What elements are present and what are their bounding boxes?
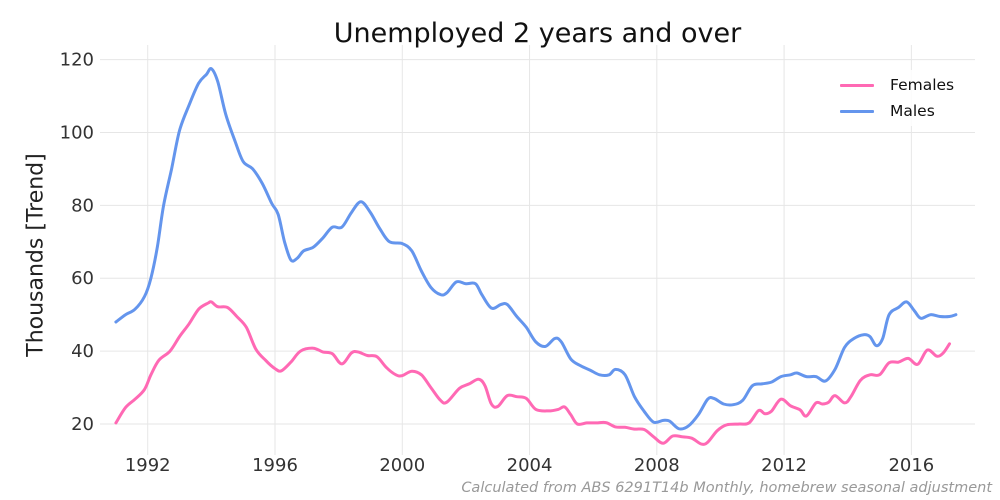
y-tick-label: 20 bbox=[71, 414, 94, 435]
x-tick-label: 2000 bbox=[379, 455, 425, 476]
y-axis-ticks: 20 40 60 80 100 120 bbox=[60, 50, 94, 435]
series-line-females bbox=[114, 300, 951, 446]
data-lines bbox=[114, 66, 958, 446]
grid-lines bbox=[100, 45, 975, 455]
x-axis-ticks: 1992 1996 2000 2004 2008 2012 2016 bbox=[125, 455, 934, 476]
legend-swatch-females bbox=[840, 83, 874, 87]
chart-title: Unemployed 2 years and over bbox=[333, 18, 742, 49]
y-tick-label: 100 bbox=[60, 122, 94, 143]
legend-item-males: Males bbox=[840, 98, 954, 124]
x-tick-label: 2016 bbox=[888, 455, 934, 476]
x-tick-label: 2004 bbox=[507, 455, 553, 476]
y-tick-label: 120 bbox=[60, 50, 94, 71]
legend-label-females: Females bbox=[890, 76, 955, 94]
x-tick-label: 1996 bbox=[252, 455, 298, 476]
x-tick-label: 1992 bbox=[125, 455, 171, 476]
y-tick-label: 60 bbox=[71, 268, 94, 289]
y-tick-label: 80 bbox=[71, 195, 94, 216]
x-tick-label: 2008 bbox=[634, 455, 680, 476]
legend-swatch-males bbox=[840, 109, 874, 113]
y-tick-label: 40 bbox=[71, 341, 94, 362]
legend-label-males: Males bbox=[890, 102, 935, 120]
x-tick-label: 2012 bbox=[761, 455, 807, 476]
legend: Females Males bbox=[836, 70, 959, 126]
series-line-males bbox=[114, 66, 958, 431]
legend-item-females: Females bbox=[840, 72, 954, 98]
source-footnote: Calculated from ABS 6291T14b Monthly, ho… bbox=[461, 480, 992, 496]
